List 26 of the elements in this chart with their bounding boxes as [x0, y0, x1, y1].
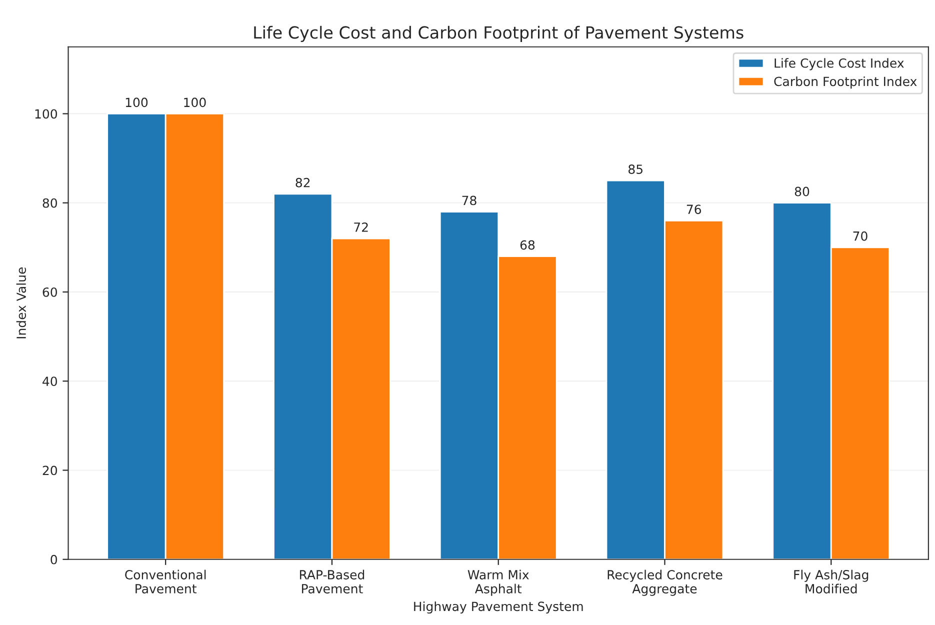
y-tick-label: 0 — [50, 554, 58, 564]
data-label: 100 — [184, 98, 206, 108]
data-label: 80 — [794, 186, 810, 196]
y-axis-title: Index Value — [16, 267, 26, 338]
data-label: 70 — [853, 231, 868, 241]
y-tick-label: 60 — [42, 287, 58, 297]
legend-label: Life Cycle Cost Index — [774, 58, 904, 70]
x-tick-label: RAP-Based Pavement — [300, 570, 364, 594]
x-tick-label: Fly Ash/Slag Modified — [794, 570, 868, 594]
data-label: 100 — [126, 98, 148, 108]
y-tick-label: 20 — [42, 466, 58, 476]
y-tick-label: 80 — [42, 198, 58, 208]
data-label: 68 — [520, 240, 535, 250]
y-tick-label: 40 — [42, 376, 58, 386]
data-label: 85 — [628, 164, 642, 174]
x-tick-label: Warm Mix Asphalt — [468, 570, 529, 596]
y-tick-label: 100 — [35, 109, 58, 119]
data-label: 72 — [354, 222, 368, 232]
data-label: 82 — [296, 178, 310, 188]
legend-label: Carbon Footprint Index — [774, 76, 917, 89]
x-tick-label: Recycled Concrete Aggregate — [608, 570, 722, 596]
x-axis-title: Highway Pavement System — [414, 601, 583, 614]
chart-title: Life Cycle Cost and Carbon Footprint of Pavement Systems — [254, 26, 744, 42]
data-label: 78 — [462, 196, 476, 206]
data-label: 76 — [686, 204, 702, 214]
x-tick-label: Conventional Pavement — [125, 570, 206, 594]
